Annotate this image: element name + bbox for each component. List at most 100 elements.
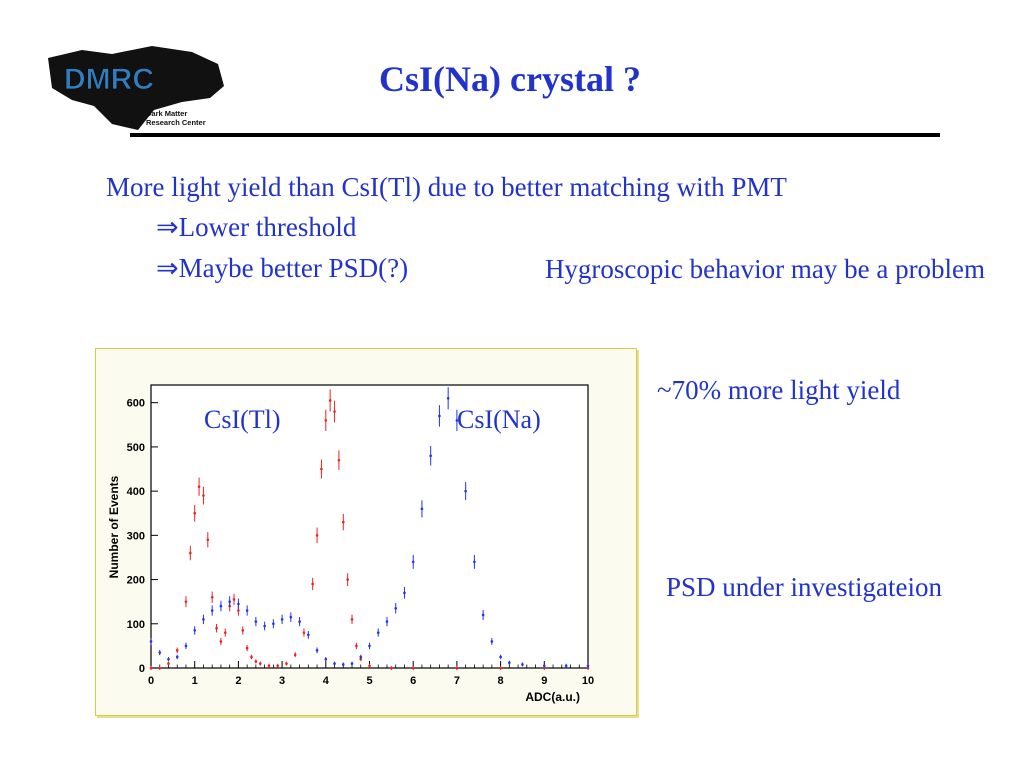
csi-na-marker [499, 655, 502, 659]
csi-na-marker [289, 615, 293, 619]
y-tick-label: 600 [127, 398, 145, 410]
csi-na-marker [359, 655, 363, 659]
csi-na-marker [368, 644, 371, 648]
csi-na-marker [167, 657, 170, 661]
csi-na-marker [324, 657, 328, 661]
csi-na-marker [411, 560, 415, 564]
csi-na-marker [254, 620, 258, 623]
y-axis-label: Number of Events [107, 475, 121, 578]
csi-tl-marker [337, 458, 341, 462]
csi-na-marker [158, 651, 162, 654]
csi-tl-marker [267, 664, 271, 668]
logo-graphic: DMRC Dark Matter Research Center [48, 46, 224, 130]
csi-na-marker [403, 591, 406, 595]
csi-tl-marker [175, 649, 179, 652]
note-hygroscopic: Hygroscopic behavior may be a problem [544, 254, 986, 284]
csi-tl-marker [328, 399, 332, 402]
csi-na-marker [521, 663, 524, 666]
csi-na-marker [341, 663, 345, 666]
x-tick-label: 5 [366, 675, 372, 687]
csi-na-marker [446, 396, 450, 400]
csi-tl-marker [333, 410, 336, 413]
csi-tl-marker [219, 640, 223, 643]
x-tick-label: 1 [192, 675, 198, 687]
csi-na-marker [420, 507, 424, 511]
csi-tl-marker [189, 551, 192, 555]
csi-tl-series [149, 389, 590, 670]
csi-tl-marker [237, 609, 240, 612]
csi-na-marker [464, 489, 467, 493]
csi-tl-marker [499, 666, 502, 670]
csi-tl-marker [315, 534, 319, 537]
csi-na-marker [333, 662, 336, 665]
csi-na-marker [245, 609, 249, 612]
csi-tl-marker [167, 662, 170, 665]
csi-na-marker [175, 655, 179, 659]
csi-tl-marker [455, 666, 459, 670]
csi-na-marker [307, 633, 310, 637]
x-tick-label: 9 [541, 675, 547, 687]
x-tick-label: 7 [454, 675, 460, 687]
adc-spectrum-chart: 0 1 2 3 4 5 6 7 8 9 10 0 100 200 300 400 500 600 Number … [107, 384, 594, 704]
annotation-csi-na: CsI(Na) [457, 405, 541, 434]
x-tick-label: 0 [148, 675, 154, 687]
csi-na-marker [455, 419, 459, 422]
csi-tl-marker [158, 666, 162, 670]
csi-na-marker [481, 613, 485, 617]
csi-tl-marker [215, 626, 218, 630]
csi-tl-marker [346, 578, 349, 581]
x-axis-label: ADC(a.u.) [525, 690, 580, 704]
annotation-csi-tl: CsI(Tl) [204, 405, 281, 434]
csi-tl-marker [341, 520, 345, 524]
csi-tl-marker [254, 660, 258, 663]
csi-na-marker [508, 661, 511, 664]
y-tick-label: 0 [139, 663, 145, 675]
csi-tl-marker [293, 653, 297, 657]
csi-tl-marker [390, 666, 393, 670]
csi-na-marker [438, 414, 441, 418]
bullet-lower-threshold: ⇒Lower threshold [156, 212, 357, 242]
csi-tl-marker [350, 618, 354, 621]
logo-wordmark: DMRC [64, 63, 154, 96]
csi-na-marker [149, 640, 153, 643]
csi-tl-marker [232, 598, 236, 601]
logo-subtitle-1: Dark Matter [146, 109, 187, 118]
csi-na-marker [219, 604, 223, 608]
x-tick-label: 2 [235, 675, 241, 687]
csi-na-series [149, 387, 590, 668]
csi-na-marker [210, 609, 214, 612]
csi-na-marker [543, 664, 546, 668]
csi-tl-marker [324, 419, 328, 422]
adc-spectrum-figure: 0 1 2 3 4 5 6 7 8 9 10 0 100 200 300 400 500 600 Number … [95, 348, 637, 716]
csi-na-marker [280, 618, 284, 621]
csi-tl-marker [285, 662, 288, 665]
x-tick-label: 6 [410, 675, 416, 687]
csi-na-marker [193, 629, 196, 632]
csi-tl-marker [302, 631, 306, 634]
csi-na-marker [263, 624, 266, 628]
csi-tl-marker [543, 666, 546, 670]
csi-tl-marker [149, 666, 153, 670]
csi-na-marker [272, 622, 275, 626]
csi-tl-marker [210, 595, 214, 599]
csi-tl-marker [250, 655, 253, 659]
logo-subtitle-2: Research Center [146, 118, 206, 127]
csi-na-marker [350, 662, 354, 665]
csi-na-marker [394, 607, 398, 610]
y-tick-label: 300 [127, 530, 145, 542]
dmrc-logo: DMRC Dark Matter Research Center [42, 44, 232, 136]
csi-na-marker [429, 454, 432, 458]
bullet-better-psd: ⇒Maybe better PSD(?) [156, 253, 409, 283]
csi-tl-marker [223, 631, 227, 634]
csi-tl-marker [311, 582, 314, 586]
csi-tl-marker [241, 629, 245, 632]
csi-na-marker [298, 620, 301, 623]
csi-tl-marker [206, 538, 210, 542]
csi-tl-marker [586, 666, 590, 670]
x-tick-label: 8 [498, 675, 504, 687]
csi-tl-marker [368, 664, 371, 668]
bullet-light-yield: More light yield than CsI(Tl) due to bet… [106, 172, 787, 202]
x-tick-label: 4 [323, 675, 330, 687]
slide-title: CsI(Na) crystal ? [379, 59, 641, 99]
csi-na-marker [202, 618, 205, 621]
